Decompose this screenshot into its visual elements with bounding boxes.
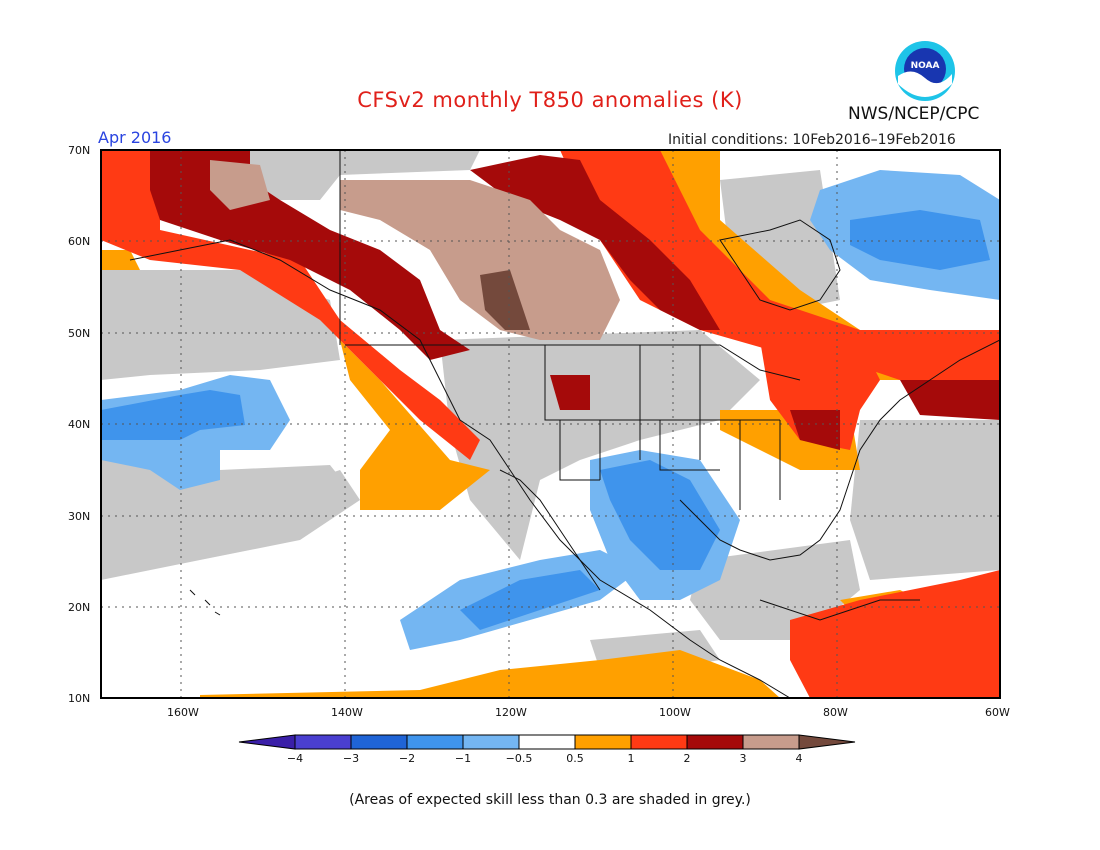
orange-hawaii-edge bbox=[101, 250, 140, 270]
colorbar-swatch bbox=[406, 734, 464, 750]
tan-canada bbox=[340, 180, 620, 340]
colorbar-label: −1 bbox=[454, 752, 472, 765]
colorbar-swatch bbox=[630, 734, 688, 750]
darkred-canada bbox=[470, 155, 720, 330]
agency-label: NWS/NCEP/CPC bbox=[848, 104, 980, 124]
lat-label: 20N bbox=[68, 601, 91, 614]
darkred-northeast bbox=[900, 380, 1000, 420]
colorbar bbox=[238, 734, 856, 750]
colorbar-label: −2 bbox=[398, 752, 416, 765]
colorbar-label: −0.5 bbox=[505, 752, 533, 765]
forecast-month: Apr 2016 bbox=[98, 128, 172, 147]
colorbar-swatch bbox=[350, 734, 408, 750]
noaa-logo-icon: NOAA bbox=[895, 41, 955, 101]
graticule bbox=[101, 150, 1000, 698]
colorbar-label: 4 bbox=[795, 752, 803, 765]
darkred-montana bbox=[550, 375, 590, 410]
lon-label: 160W bbox=[167, 706, 199, 719]
logo-text: NOAA bbox=[911, 61, 940, 71]
colorbar-swatch bbox=[518, 734, 576, 750]
orange-west-coast bbox=[340, 340, 490, 510]
grey-alaska bbox=[230, 150, 480, 200]
blue-texas bbox=[600, 460, 720, 570]
coastlines bbox=[129, 150, 1000, 698]
lat-label: 50N bbox=[68, 327, 91, 340]
colorbar-label: 1 bbox=[627, 752, 635, 765]
blue-pacific-south bbox=[460, 570, 600, 630]
map-frame bbox=[100, 149, 1001, 699]
red-alaska-west bbox=[101, 150, 480, 460]
colorbar-arrow-left bbox=[238, 734, 296, 750]
darkred-michigan bbox=[790, 410, 840, 450]
colorbar-label: 3 bbox=[739, 752, 747, 765]
lon-label: 120W bbox=[495, 706, 527, 719]
lat-label: 40N bbox=[68, 418, 91, 431]
colorbar-swatch bbox=[294, 734, 352, 750]
colorbar-swatch bbox=[462, 734, 520, 750]
colorbar-label: 0.5 bbox=[566, 752, 584, 765]
lon-label: 100W bbox=[659, 706, 691, 719]
lon-label: 80W bbox=[823, 706, 848, 719]
tan-yukon bbox=[210, 160, 270, 210]
blue-pacific-north bbox=[101, 390, 245, 440]
lat-label: 60N bbox=[68, 235, 91, 248]
initial-conditions: Initial conditions: 10Feb2016–19Feb2016 bbox=[668, 132, 956, 148]
red-canada-band bbox=[560, 150, 1000, 390]
lon-label: 140W bbox=[331, 706, 363, 719]
lon-label: 60W bbox=[985, 706, 1010, 719]
brown-alberta bbox=[480, 270, 530, 330]
grey-pacific-north bbox=[101, 270, 340, 380]
colorbar-swatch bbox=[574, 734, 632, 750]
colorbar-label: −4 bbox=[286, 752, 304, 765]
orange-south-pacific bbox=[200, 650, 780, 698]
colorbar-label: 2 bbox=[683, 752, 691, 765]
grey-pacific-south bbox=[101, 470, 360, 580]
anomaly-field bbox=[101, 150, 1000, 698]
grey-atlantic bbox=[850, 420, 1000, 580]
red-caribbean bbox=[790, 570, 1000, 698]
lat-label: 70N bbox=[68, 144, 91, 157]
chart-title: CFSv2 monthly T850 anomalies (K) bbox=[357, 88, 743, 112]
colorbar-arrow-right bbox=[798, 734, 856, 750]
colorbar-label: −3 bbox=[342, 752, 360, 765]
colorbar-swatch bbox=[686, 734, 744, 750]
red-northeast bbox=[760, 340, 880, 450]
lat-label: 30N bbox=[68, 510, 91, 523]
blue-hudson bbox=[850, 210, 990, 270]
colorbar-swatch bbox=[742, 734, 800, 750]
skill-footnote: (Areas of expected skill less than 0.3 a… bbox=[349, 792, 751, 808]
lat-label: 10N bbox=[68, 692, 91, 705]
